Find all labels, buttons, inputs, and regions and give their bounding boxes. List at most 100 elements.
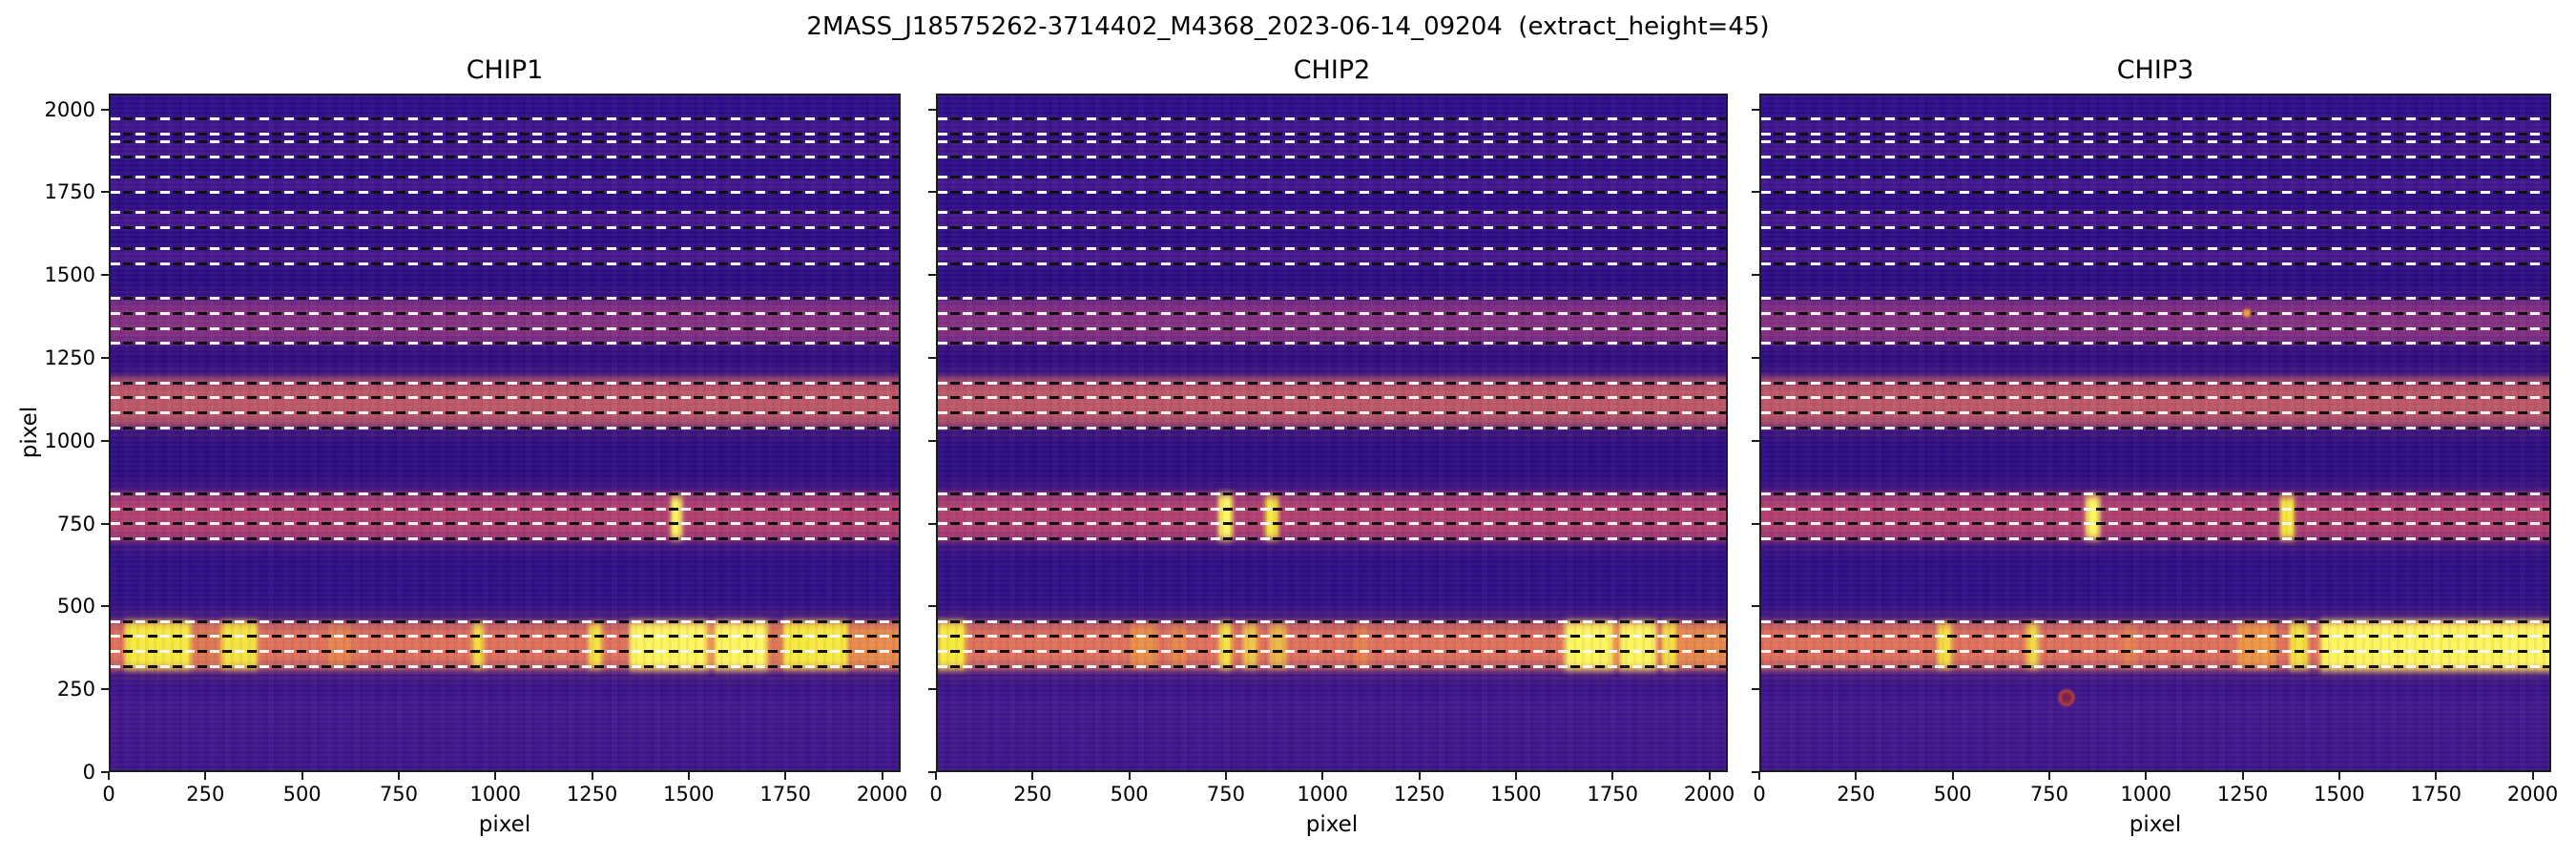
extraction-window-dashed-line: [1761, 311, 2549, 315]
bright-emission-feature: [708, 618, 716, 674]
heatmap-chip2: [936, 94, 1728, 772]
extraction-window-dashed-line: [1761, 117, 2549, 121]
plot-area-chip2: 0 250 500 750 1000 1250 1500 1750 2000: [928, 94, 1735, 806]
x-tick-mark: [301, 772, 303, 780]
bright-emission-feature: [588, 618, 602, 674]
y-tick-mark: [101, 522, 109, 525]
extraction-window-dashed-line: [1761, 140, 2549, 144]
bright-emission-feature: [1661, 618, 1677, 674]
x-tick-mark: [2337, 772, 2340, 780]
extraction-window-dashed-line: [938, 664, 1726, 668]
x-tick-mark: [1128, 772, 1131, 780]
x-tick-label: 1250: [1393, 783, 1445, 806]
extraction-window-dashed-line: [111, 635, 899, 639]
scattered-light-strip: [111, 680, 899, 770]
figure-title: 2MASS_J18575262-3714402_M4368_2023-06-14…: [806, 12, 1770, 41]
y-tick-mark: [101, 688, 109, 691]
y-tick-mark: [928, 274, 936, 277]
spectral-order-band: [1761, 294, 2549, 349]
panel-chip3: CHIP3 0 250 500 750 1000 1250 1500 1750 2000 pix…: [1752, 0, 2558, 859]
x-tick-label: 250: [186, 783, 225, 806]
x-tick-label: 500: [1110, 783, 1149, 806]
extraction-window-dashed-line: [111, 140, 899, 144]
bright-emission-feature: [2238, 618, 2276, 674]
extraction-window-dashed-line: [938, 411, 1726, 415]
x-tick-mark: [397, 772, 400, 780]
x-tick-label: 500: [1933, 783, 1972, 806]
x-axis-label-chip1: pixel: [478, 812, 531, 837]
x-tick-label: 1750: [759, 783, 811, 806]
spectral-order-band: [111, 138, 899, 161]
x-tick-mark: [108, 772, 110, 780]
extraction-window-dashed-line: [1761, 507, 2549, 511]
scattered-light-strip: [1761, 680, 2549, 770]
extraction-window-dashed-line: [938, 381, 1726, 385]
extraction-window-dashed-line: [111, 664, 899, 668]
spectral-order-band: [938, 138, 1726, 161]
x-tick-mark: [2531, 772, 2534, 780]
x-tick-label: 1000: [1297, 783, 1348, 806]
y-tick-label: 1750: [44, 180, 95, 204]
y-tick-mark: [1752, 688, 1759, 691]
spectral-order-band: [938, 294, 1726, 349]
x-tick-mark: [1031, 772, 1034, 780]
extraction-window-dashed-line: [111, 492, 899, 496]
x-tick-label: 1000: [2120, 783, 2171, 806]
extraction-window-dashed-line: [111, 426, 899, 430]
spectral-order-band: [938, 115, 1726, 137]
extraction-window-dashed-line: [1761, 635, 2549, 639]
y-tick-mark: [101, 439, 109, 442]
spectral-order-band: [938, 371, 1726, 433]
bright-emission-feature: [2086, 490, 2100, 544]
x-tick-label: 1750: [2410, 783, 2462, 806]
panel-title-chip3: CHIP3: [2116, 55, 2194, 85]
x-tick-mark: [494, 772, 497, 780]
extraction-window-dashed-line: [938, 297, 1726, 301]
x-axis-label-chip3: pixel: [2129, 812, 2182, 837]
extraction-window-dashed-line: [1761, 537, 2549, 540]
bright-emission-feature: [1170, 620, 1187, 672]
extraction-window-dashed-line: [938, 326, 1726, 330]
extraction-window-dashed-line: [938, 117, 1726, 121]
extraction-window-dashed-line: [1761, 522, 2549, 526]
bright-emission-feature: [2279, 492, 2296, 544]
extraction-window-dashed-line: [111, 381, 899, 385]
extraction-window-dashed-line: [1761, 190, 2549, 194]
x-tick-label: 500: [282, 783, 322, 806]
x-tick-label: 2000: [856, 783, 908, 806]
y-tick-label: 1000: [44, 429, 95, 452]
y-tick-mark: [928, 108, 936, 111]
extraction-window-dashed-line: [111, 211, 899, 215]
spectral-order-band: [1761, 115, 2549, 137]
x-tick-mark: [881, 772, 883, 780]
y-tick-mark: [1752, 191, 1759, 194]
extraction-window-dashed-line: [938, 140, 1726, 144]
y-tick-mark: [1752, 357, 1759, 360]
x-tick-label: 1500: [663, 783, 715, 806]
extraction-window-dashed-line: [1761, 619, 2549, 623]
scattered-light-strip: [938, 680, 1726, 770]
extraction-window-dashed-line: [1761, 492, 2549, 496]
extraction-window-dashed-line: [938, 311, 1726, 315]
bright-emission-feature: [767, 618, 784, 673]
bright-emission-feature: [1676, 619, 1726, 673]
extraction-window-dashed-line: [1761, 211, 2549, 215]
y-tick-mark: [1752, 108, 1759, 111]
extraction-window-dashed-line: [111, 297, 899, 301]
y-tick-label: 0: [82, 761, 95, 784]
x-tick-mark: [2145, 772, 2148, 780]
y-tick-mark: [928, 605, 936, 608]
bright-emission-feature: [124, 617, 193, 675]
x-tick-label: 250: [1837, 783, 1876, 806]
extraction-window-dashed-line: [111, 522, 899, 526]
extraction-window-dashed-line: [1761, 326, 2549, 330]
y-tick-mark: [928, 191, 936, 194]
extraction-window-dashed-line: [938, 132, 1726, 136]
extraction-window-dashed-line: [111, 342, 899, 346]
bright-emission-feature: [1613, 618, 1620, 673]
extraction-window-dashed-line: [938, 635, 1726, 639]
x-tick-label: 1000: [469, 783, 521, 806]
extraction-window-dashed-line: [938, 156, 1726, 159]
spectral-order-band: [111, 371, 899, 433]
extraction-window-dashed-line: [938, 225, 1726, 229]
